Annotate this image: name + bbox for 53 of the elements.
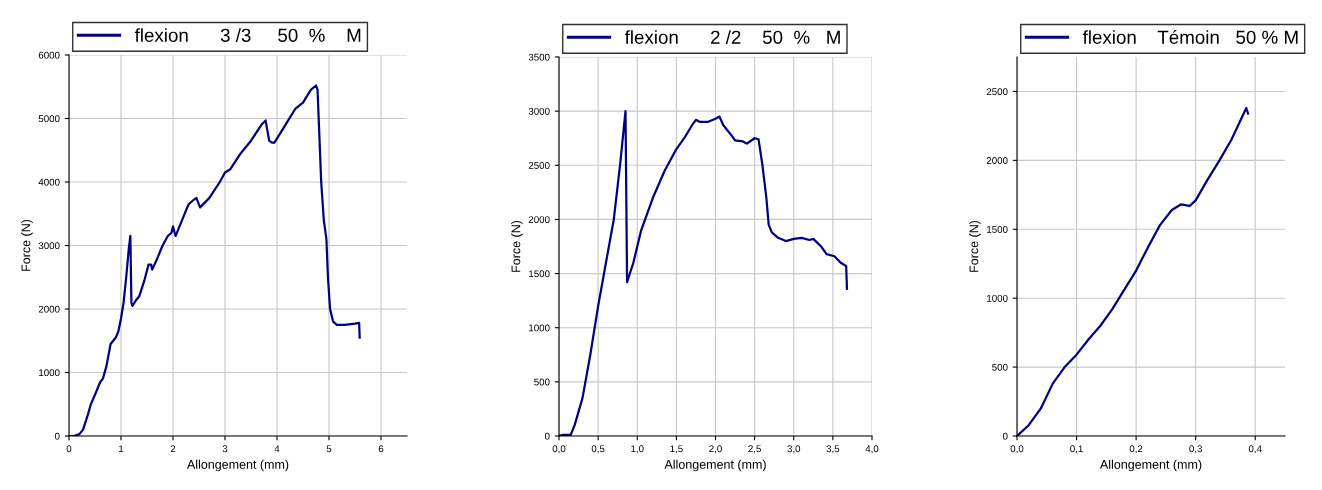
y-tick-label: 1000 [529, 324, 550, 332]
x-tick-label: 5 [326, 445, 332, 453]
y-axis-title: Force (N) [511, 220, 523, 272]
y-tick-label: 6000 [38, 51, 60, 59]
y-tick-label: 3000 [528, 107, 550, 115]
x-tick-label: 2,5 [748, 445, 761, 454]
x-axis-title: Allongement (mm) [1099, 459, 1202, 472]
x-tick-label: 1,5 [670, 445, 683, 454]
y-tick-label: 500 [992, 363, 1008, 371]
x-tick-label: 3 [222, 445, 228, 453]
x-tick-label: 0,1 [1070, 445, 1083, 454]
x-tick-label: 1,0 [631, 445, 644, 454]
y-tick-label: 0 [1002, 432, 1008, 440]
x-tick-label: 6 [378, 445, 384, 453]
legend-label: flexion Témoin 50 % M [1082, 29, 1298, 44]
y-tick-label: 2500 [528, 162, 550, 169]
y-tick-label: 3500 [528, 53, 550, 61]
y-tick-label: 2000 [528, 216, 550, 224]
x-tick-label: 0,2 [1129, 445, 1143, 454]
y-tick-label: 1000 [39, 369, 60, 377]
y-tick-label: 1500 [987, 226, 1008, 233]
line-series [559, 110, 849, 436]
x-tick-label: 1 [119, 445, 124, 453]
x-tick-label: 0,0 [552, 445, 566, 454]
y-tick-label: 500 [534, 378, 550, 386]
y-tick-label: 2500 [986, 88, 1008, 96]
x-tick-label: 0,3 [1189, 445, 1202, 454]
y-tick-label: 5000 [38, 115, 60, 123]
y-tick-label: 1000 [987, 294, 1008, 302]
x-tick-label: 0,5 [591, 445, 605, 454]
legend-label: flexion 3 /3 50 % M [134, 28, 361, 42]
x-axis-title: Allongement (mm) [664, 459, 766, 472]
x-tick-label: 3,5 [826, 445, 840, 454]
line-series [1017, 106, 1250, 436]
y-axis-title: Force (N) [969, 220, 981, 272]
x-tick-label: 3,0 [787, 445, 801, 454]
y-tick-label: 4000 [38, 178, 60, 186]
x-tick-label: 2,0 [709, 445, 722, 454]
x-axis-title: Allongement (mm) [186, 459, 289, 472]
y-tick-label: 0 [544, 432, 550, 440]
x-tick-label: 4 [274, 445, 280, 453]
legend-label: flexion 2 /2 50 % M [624, 30, 840, 44]
y-tick-label: 3000 [38, 242, 60, 250]
x-tick-label: 0 [66, 445, 72, 453]
y-axis-title: Force (N) [21, 219, 33, 271]
x-tick-label: 4,0 [865, 445, 879, 454]
x-tick-label: 0,4 [1248, 445, 1262, 454]
y-tick-label: 2000 [38, 305, 60, 313]
x-tick-label: 2 [170, 445, 176, 453]
y-tick-label: 0 [54, 432, 60, 440]
y-tick-label: 1500 [529, 270, 550, 278]
y-tick-label: 2000 [986, 157, 1008, 164]
x-tick-label: 0,0 [1010, 445, 1024, 454]
